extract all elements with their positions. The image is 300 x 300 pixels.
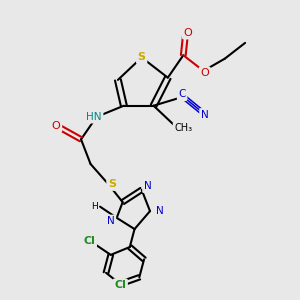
Text: C: C — [178, 89, 186, 100]
Text: S: S — [138, 52, 146, 62]
Text: O: O — [184, 28, 192, 38]
Text: Cl: Cl — [83, 236, 95, 246]
Text: S: S — [108, 179, 116, 189]
Text: H: H — [91, 202, 98, 211]
Text: N: N — [201, 110, 208, 120]
Text: HN: HN — [86, 112, 102, 122]
Text: CH₃: CH₃ — [174, 123, 192, 133]
Text: Cl: Cl — [114, 280, 126, 290]
Text: O: O — [52, 121, 61, 131]
Text: O: O — [200, 68, 209, 78]
Text: N: N — [144, 182, 152, 191]
Text: N: N — [156, 206, 164, 216]
Text: N: N — [107, 216, 115, 226]
